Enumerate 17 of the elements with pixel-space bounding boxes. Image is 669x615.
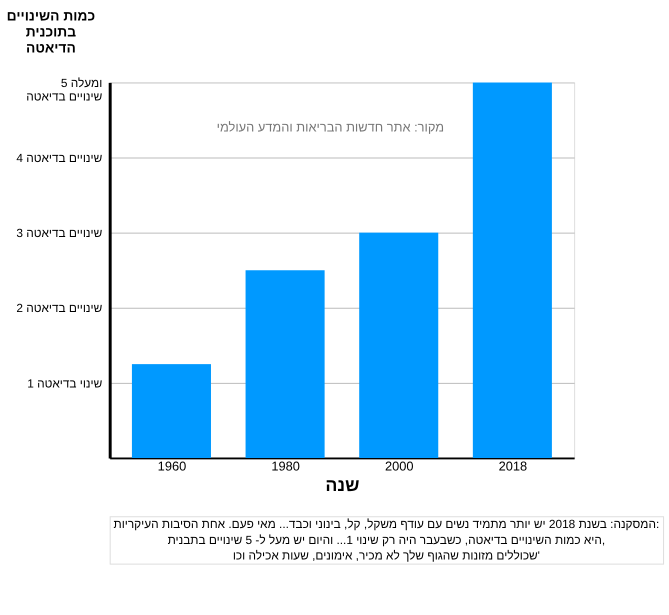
- y-tick-label: 3 שינויים בדיאטה: [16, 226, 103, 240]
- bar: [359, 232, 438, 458]
- x-tick-label: 2018: [498, 458, 528, 474]
- y-tick-label: 1 שינוי בדיאטה: [27, 376, 103, 390]
- x-tick-label: 1980: [271, 458, 300, 474]
- annotation: מקור: אתר חדשות הבריאות והמדע העולמי: [216, 119, 444, 134]
- bar: [472, 82, 552, 458]
- bar: [132, 364, 211, 458]
- x-axis-title: שנה: [325, 475, 360, 496]
- y-tick-label: 4 שינויים בדיאטה: [16, 150, 103, 165]
- bar: [246, 270, 325, 458]
- text: המסקנה: בשנת 2018 יש יותר מתמיד נשים עם עודף משקל, קל, בינוני וכבד... מאי פעם. אחת הסיבות העיקריות: היא כמות השינויים בדיאטה, כשבעבר היה רק שינוי 1... והיום יש מעל ל- 5 שינויים בתבנית, שכוללים מזונות שהגוף שלך לא מכיר, אימונים, שעות אכילה וכו': [114, 517, 660, 563]
- y-axis-title: כמות השינויים בתוכנית הדיאטה: [6, 8, 96, 56]
- y-tick-label: 2 שינויים בדיאטה: [16, 301, 103, 316]
- x-tick-label: 2000: [384, 458, 414, 474]
- y-tick-label: 5 ומעלה שינויים בדיאטה: [26, 76, 103, 104]
- x-tick-label: 1960: [158, 458, 186, 474]
